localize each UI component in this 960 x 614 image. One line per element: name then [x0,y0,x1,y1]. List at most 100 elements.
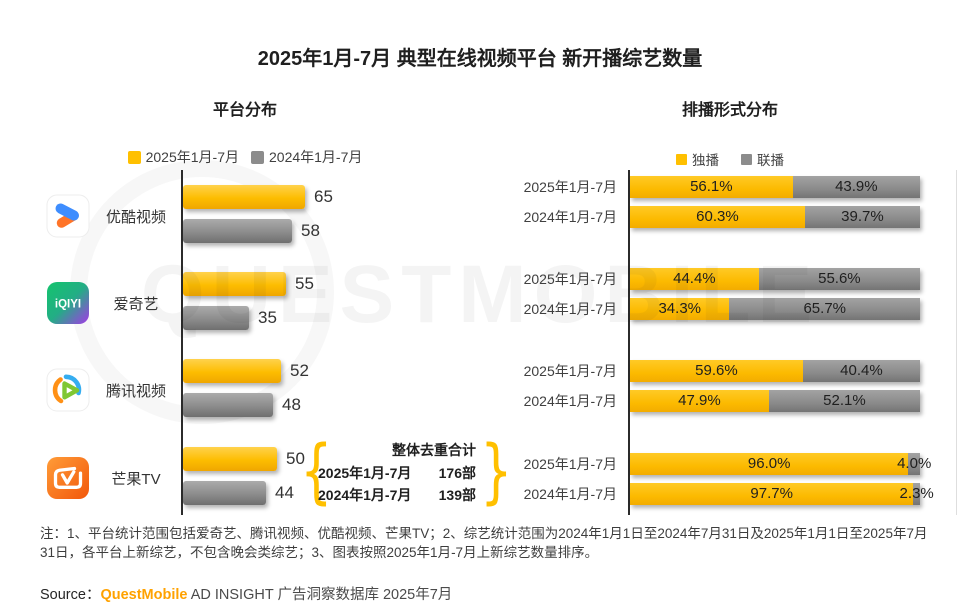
segment-joint [729,298,920,320]
segment-label-exclusive: 34.3% [658,300,702,317]
segment-label-exclusive: 47.9% [678,392,721,409]
legend-item-exclusive: 独播 [676,149,719,169]
segment-label-joint: 4.0% [897,455,932,472]
stacked-bar-爱奇艺: 34.3% 65.7% [630,298,920,320]
segment-label-exclusive: 97.7% [750,485,793,502]
platform-label: 优酷视频 [105,209,166,226]
legend-item-joint: 联播 [741,149,784,169]
legend-item-2025: 2025年1月-7月 [127,147,239,167]
schedule-chart-axis [628,170,630,515]
segment-exclusive [630,268,759,290]
iqiyi-icon: iQIYI [46,281,90,325]
source-brand: QuestMobile [100,587,188,603]
dedup-total-title: 整体去重合计 [392,442,476,458]
legend-schedule: 独播 联播 [520,149,940,169]
stacked-row-label: 2024年1月-7月 [523,209,617,225]
platform-label: 爱奇艺 [113,296,159,313]
legend-label-exclusive: 独播 [692,153,719,168]
bar-value-label: 65 [314,187,333,206]
dedup-value-2025: 176部 [438,465,476,481]
stacked-bar-优酷视频: 56.1% 43.9% [630,176,920,198]
dedup-period-2025: 2025年1月-7月 [318,465,412,481]
legend-label-joint: 联播 [757,153,784,168]
bar-value-label: 50 [286,449,305,468]
bar-2025 [183,272,286,296]
segment-joint [758,268,920,290]
schedule-chart: 2025年1月-7月 56.1% 43.9% 2024年1月-7月 60.3% 39.7%… [520,170,960,518]
bar-2025 [183,185,305,209]
segment-label-joint: 40.4% [840,362,883,379]
bar-value-label: 55 [295,274,314,293]
source-suffix: AD INSIGHT 广告洞察数据库 2025年7月 [187,587,453,603]
legend-platform: 2025年1月-7月 2024年1月-7月 [40,147,450,167]
source-line: Source：QuestMobile AD INSIGHT 广告洞察数据库 20… [40,583,452,604]
footnotes: 注：1、平台统计范围包括爱奇艺、腾讯视频、优酷视频、芒果TV；2、综艺统计范围为… [40,526,928,561]
segment-exclusive [630,390,769,412]
dedup-total-row-2024: 2024年1月-7月 139部 [318,485,476,505]
legend-label-2025: 2025年1月-7月 [145,149,239,165]
legend-label-2024: 2024年1月-7月 [269,149,363,165]
legend-item-2024: 2024年1月-7月 [251,147,362,167]
legend-swatch-joint [741,153,752,165]
bar-2024 [183,219,292,243]
stacked-bar-芒果TV: 96.0% 4.0% [630,453,931,475]
segment-joint [908,453,920,475]
svg-text:iQIYI: iQIYI [55,299,81,311]
stacked-row-label: 2025年1月-7月 [523,363,617,379]
bar-value-label: 35 [258,308,277,327]
platform-chart-axis [181,170,183,515]
bar-2025 [183,359,281,383]
bar-value-label: 52 [290,361,309,380]
platform-label: 芒果TV [111,471,161,488]
segment-label-joint: 55.6% [818,270,861,287]
segment-label-exclusive: 44.4% [673,270,716,287]
segment-label-joint: 39.7% [841,208,884,225]
stacked-row-label: 2025年1月-7月 [523,179,617,195]
segment-label-joint: 43.9% [835,178,878,195]
plot-right-edge [956,170,957,515]
segment-joint [913,483,920,505]
youku-icon [46,194,90,238]
segment-joint [804,206,920,228]
legend-swatch-2024 [251,150,264,164]
bar-2025 [183,447,277,471]
legend-swatch-2025 [127,150,141,164]
segment-joint [802,360,920,382]
stacked-bar-芒果TV: 97.7% 2.3% [630,483,934,505]
dedup-total-annotation: 整体去重合计 2025年1月-7月 176部 2024年1月-7月 139部 [318,440,476,505]
segment-joint [792,176,920,198]
platform-chart: 优酷视频 65 58 iQIYI 爱奇艺 55 35 腾讯视频 52 48 芒果TV 50 44 [40,170,500,518]
bar-value-label: 44 [275,483,294,502]
segment-label-exclusive: 56.1% [690,178,733,195]
page-title: 2025年1月-7月 典型在线视频平台 新开播综艺数量 [257,48,703,70]
stacked-bar-腾讯视频: 59.6% 40.4% [630,360,920,382]
segment-exclusive [630,176,793,198]
segment-exclusive [630,298,730,320]
segment-label-joint: 52.1% [823,392,866,409]
segment-label-exclusive: 59.6% [695,362,738,379]
stacked-row-label: 2025年1月-7月 [523,271,617,287]
mangotv-icon [46,456,90,500]
segment-exclusive [630,360,803,382]
tencent-video-icon [46,368,90,412]
left-chart-subtitle: 平台分布 [212,102,277,119]
stacked-bar-爱奇艺: 44.4% 55.6% [630,268,920,290]
annotation-brace-right: } [480,430,513,512]
segment-exclusive [630,453,909,475]
segment-label-joint: 65.7% [803,300,847,317]
dedup-value-2024: 139部 [438,487,476,503]
segment-label-exclusive: 60.3% [696,208,739,225]
dedup-period-2024: 2024年1月-7月 [318,487,412,503]
segment-label-joint: 2.3% [899,485,934,502]
stacked-bar-优酷视频: 60.3% 39.7% [630,206,920,228]
stacked-row-label: 2024年1月-7月 [523,486,617,502]
bar-value-label: 48 [282,395,301,414]
stacked-row-label: 2024年1月-7月 [523,301,617,317]
right-chart-subtitle: 排播形式分布 [681,102,778,119]
legend-swatch-exclusive [676,153,687,165]
bar-2024 [183,481,266,505]
bar-2024 [183,306,249,330]
stacked-row-label: 2025年1月-7月 [523,456,617,472]
segment-joint [768,390,920,412]
